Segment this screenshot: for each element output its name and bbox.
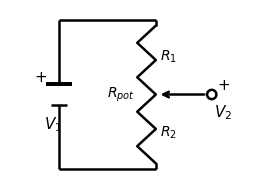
Text: +: + [34,70,47,85]
Text: +: + [217,78,230,93]
Text: $V_1$: $V_1$ [44,115,62,134]
Text: $R_2$: $R_2$ [159,125,176,141]
Text: $V_2$: $V_2$ [214,104,232,122]
Text: $R_1$: $R_1$ [159,48,176,64]
Text: $R_{pot}$: $R_{pot}$ [107,85,134,104]
